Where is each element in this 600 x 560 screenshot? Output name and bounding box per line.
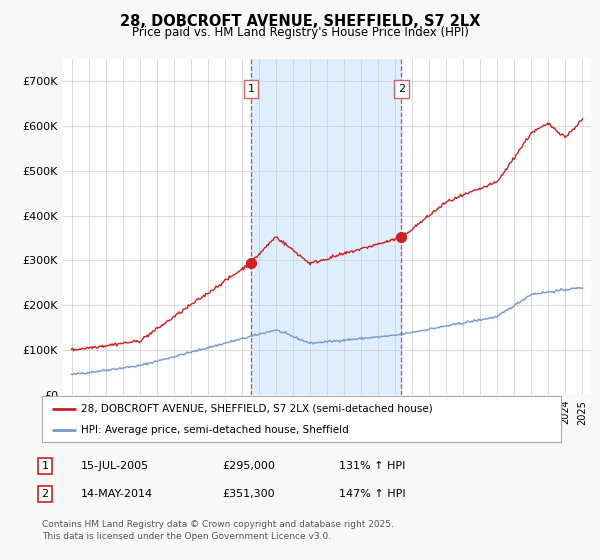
Text: HPI: Average price, semi-detached house, Sheffield: HPI: Average price, semi-detached house,… [81,425,349,435]
Text: 1: 1 [248,84,254,94]
Text: 28, DOBCROFT AVENUE, SHEFFIELD, S7 2LX: 28, DOBCROFT AVENUE, SHEFFIELD, S7 2LX [120,14,480,29]
Text: 147% ↑ HPI: 147% ↑ HPI [339,489,406,499]
Text: 131% ↑ HPI: 131% ↑ HPI [339,461,406,471]
Text: 1: 1 [41,461,49,471]
Text: Contains HM Land Registry data © Crown copyright and database right 2025.
This d: Contains HM Land Registry data © Crown c… [42,520,394,541]
Text: 14-MAY-2014: 14-MAY-2014 [81,489,153,499]
Text: 28, DOBCROFT AVENUE, SHEFFIELD, S7 2LX (semi-detached house): 28, DOBCROFT AVENUE, SHEFFIELD, S7 2LX (… [81,404,433,414]
Text: £351,300: £351,300 [222,489,275,499]
Bar [251,59,401,395]
Text: 2: 2 [398,84,405,94]
Text: Price paid vs. HM Land Registry's House Price Index (HPI): Price paid vs. HM Land Registry's House … [131,26,469,39]
Text: £295,000: £295,000 [222,461,275,471]
Text: 15-JUL-2005: 15-JUL-2005 [81,461,149,471]
Text: 2: 2 [41,489,49,499]
